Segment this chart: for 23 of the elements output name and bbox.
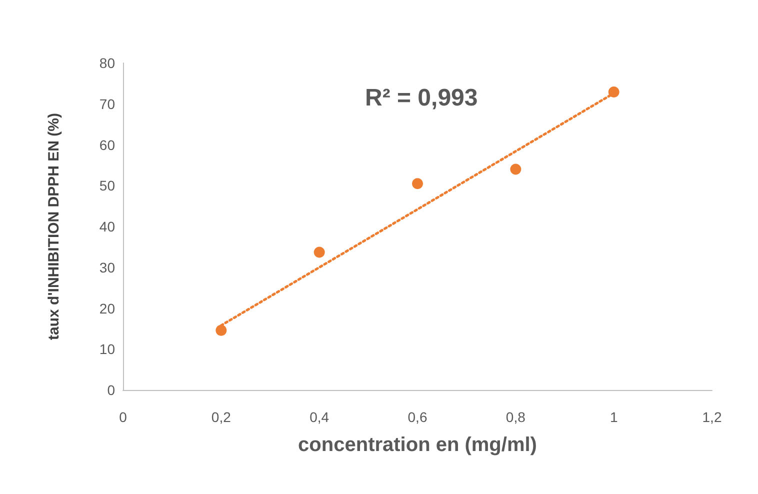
point [412, 178, 423, 190]
y-tick-label: 20 [99, 300, 116, 316]
point [216, 324, 227, 336]
x-axis-title: concentration en (mg/ml) [298, 434, 537, 456]
y-tick-label: 0 [107, 382, 116, 398]
y-tick-label: 70 [99, 96, 116, 112]
y-tick-label: 50 [99, 178, 116, 194]
y-tick-label: 30 [99, 259, 116, 276]
x-tick-label: 1 [610, 409, 618, 425]
y-tick-label: 60 [99, 136, 116, 153]
annotation: R² = 0,993 [365, 84, 478, 112]
point [314, 246, 325, 258]
x-tick-label: 0 [119, 409, 128, 425]
x-tick-label: 0,8 [506, 409, 526, 425]
y-tick-label: 10 [99, 341, 116, 358]
x-tick-label: 1,2 [702, 409, 722, 425]
point [510, 164, 522, 175]
x-tick-label: 0,6 [408, 409, 428, 425]
x-tick-label: 0,4 [310, 409, 330, 425]
y-axis-title: taux d'INHIBITION DPPH EN (%) [46, 113, 62, 340]
x-tick-label: 0,2 [211, 409, 232, 425]
y-tick-label: 40 [99, 218, 116, 234]
y-tick-label: 80 [99, 55, 116, 71]
